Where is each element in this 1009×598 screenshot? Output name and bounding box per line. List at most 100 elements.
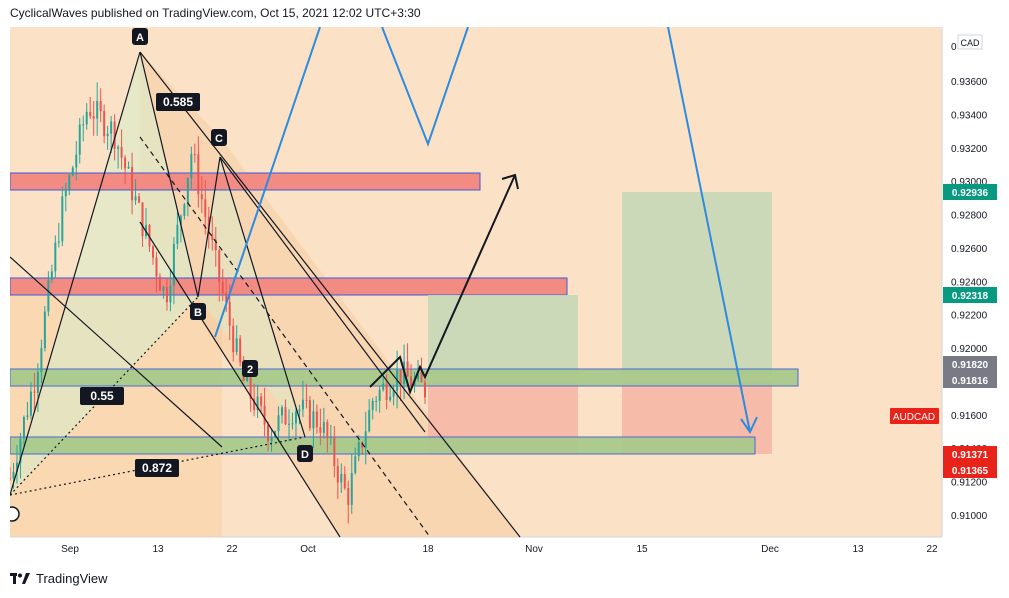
candle-body [364,431,367,448]
time-tick-label: 15 [636,544,648,555]
pattern-point-box [242,360,258,377]
candle-body [47,280,50,312]
candle-body [410,376,413,387]
candle-body [368,409,371,432]
candle-body [315,411,318,428]
candle-body [357,442,360,457]
candle-body [263,405,266,425]
candle-body [322,422,325,433]
pattern-leg-ab [139,51,199,298]
candle-body [287,423,290,425]
candle-body [329,437,332,439]
candle-body [281,407,284,416]
channel-parallel-line [219,156,426,433]
candle-body [354,456,357,474]
candle-body [340,473,343,483]
candle-body [40,348,43,373]
red-zone-middle [9,277,568,296]
candle-body [172,243,175,286]
candle-body [61,196,64,242]
candle-body [106,133,109,137]
fib-ratio-box [135,459,179,477]
price-badge-label: 0.92936 [952,188,989,199]
pattern-point-label: 2 [247,364,253,376]
candle-body [183,204,186,216]
candle-body [179,215,182,225]
symbol-badge-label: AUDCAD [893,412,935,423]
pattern-point-label: D [301,449,309,461]
candle-body [298,409,301,412]
candle-body [78,124,81,155]
candle-body [138,196,141,203]
candle-body [305,399,308,401]
candle-body [239,338,242,363]
price-badge-gray [943,356,997,372]
pattern-point-label: A [136,32,144,44]
candle-body [12,471,15,479]
candle-body [158,276,161,291]
candle-body [22,416,25,439]
candle-body [235,338,238,353]
pattern-point-box [297,445,313,462]
pattern-leg-bc [197,156,221,298]
candle-body [162,287,165,291]
candle-body [211,234,214,240]
candle-body [200,194,203,200]
fib-ratio-box [80,387,124,405]
candle-body [253,398,256,411]
fib-ratio-labels: 0.585 0.55 0.872 [80,93,200,477]
candle-body [99,101,102,112]
pattern-point-labels: A B C D 2 [132,28,313,462]
price-badge-label: 0.91371 [952,450,989,461]
candle-body [33,391,36,393]
candle-body [110,121,113,134]
candle-body [89,111,92,117]
footer-brand[interactable]: TradingView [10,571,108,586]
candle-body [124,157,127,169]
candle-body [54,242,57,272]
candle-body [197,154,200,195]
candle-body [71,167,74,176]
candle-body [92,116,95,119]
fib-ratio-label: 0.585 [163,95,193,109]
candle-body [176,224,179,244]
candle-body [406,361,409,377]
candle-body [260,396,263,406]
candle-body [267,424,270,442]
candle-body [392,390,395,397]
candle-body [214,239,217,251]
price-badge-label: 0.91365 [952,466,989,477]
blue-path-3 [667,26,751,433]
candle-body [232,325,235,353]
time-tick-label: Dec [761,544,779,555]
candle-body [155,257,158,277]
pattern-leg-xa [9,51,141,496]
candle-body [131,166,134,201]
pattern-point-box [132,28,148,45]
price-badge-label: 0.92318 [952,291,989,302]
candle-body [218,250,221,283]
time-axis-background [10,537,942,564]
candle-body [148,224,151,247]
chart-area[interactable]: A B C D 2 0.585 0.55 0.872 0.93600 0.93400 0.932… [4,26,999,564]
price-badge-red [943,462,997,478]
price-tick-label: 0.92800 [951,211,988,222]
publisher-header: CyclicalWaves published on TradingView.c… [10,6,421,20]
candle-body [301,399,304,410]
candle-body [19,438,22,463]
candle-body [120,146,123,158]
candle-body [294,411,297,424]
price-tick-label: 0.92600 [951,244,988,255]
candle-body [186,177,189,205]
price-badge-green [943,184,997,200]
pattern-leg-cd [219,156,306,438]
candle-body [270,436,273,442]
tradingview-logo-icon [10,572,30,584]
fib-ratio-label: 0.55 [90,389,114,403]
channel-long-diagonal [9,256,223,448]
pattern-point-label: C [215,133,223,145]
candle-body [225,293,228,302]
price-tick-label: 0.91000 [951,511,988,522]
candle-body [417,371,420,380]
time-tick-label: 22 [926,544,938,555]
